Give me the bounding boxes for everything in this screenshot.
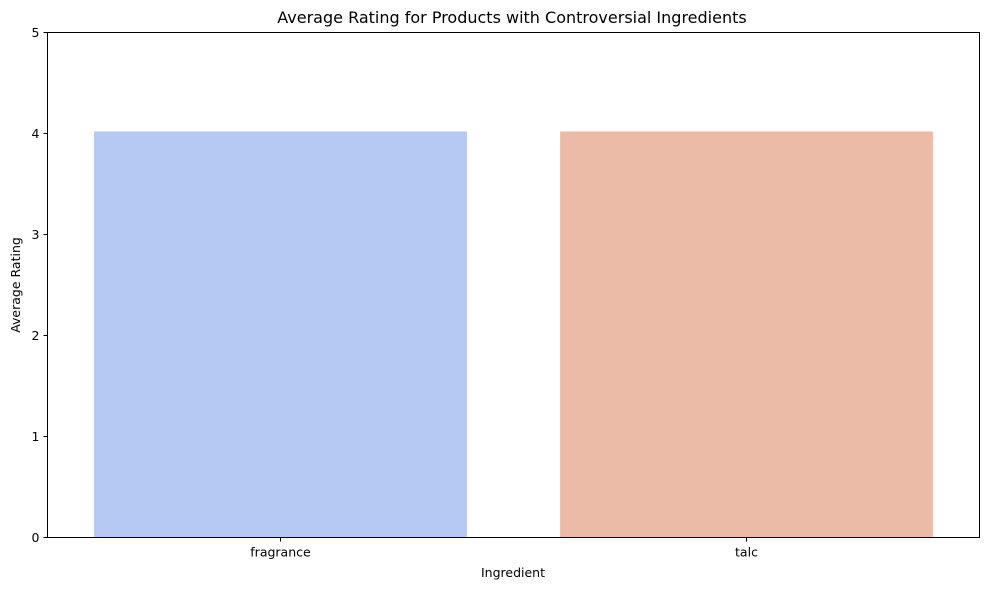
x-axis-label: Ingredient <box>481 565 545 580</box>
x-axis-ticks: fragrance talc <box>250 537 758 560</box>
bar-talc <box>560 131 933 538</box>
y-tick-label: 2 <box>32 328 40 343</box>
y-tick-label: 5 <box>32 25 40 40</box>
y-tick-label: 4 <box>32 126 40 141</box>
y-tick-label: 0 <box>32 530 40 545</box>
x-tick-label: fragrance <box>250 545 311 560</box>
chart-title: Average Rating for Products with Controv… <box>277 8 746 27</box>
plot-frame <box>47 32 980 538</box>
y-tick-label: 3 <box>32 227 40 242</box>
bars-group <box>94 131 933 538</box>
y-tick-label: 1 <box>32 429 40 444</box>
y-axis-label: Average Rating <box>8 237 23 333</box>
y-axis-ticks: 0 1 2 3 4 5 <box>32 25 48 545</box>
bar-fragrance <box>94 131 467 538</box>
x-tick-label: talc <box>735 545 758 560</box>
